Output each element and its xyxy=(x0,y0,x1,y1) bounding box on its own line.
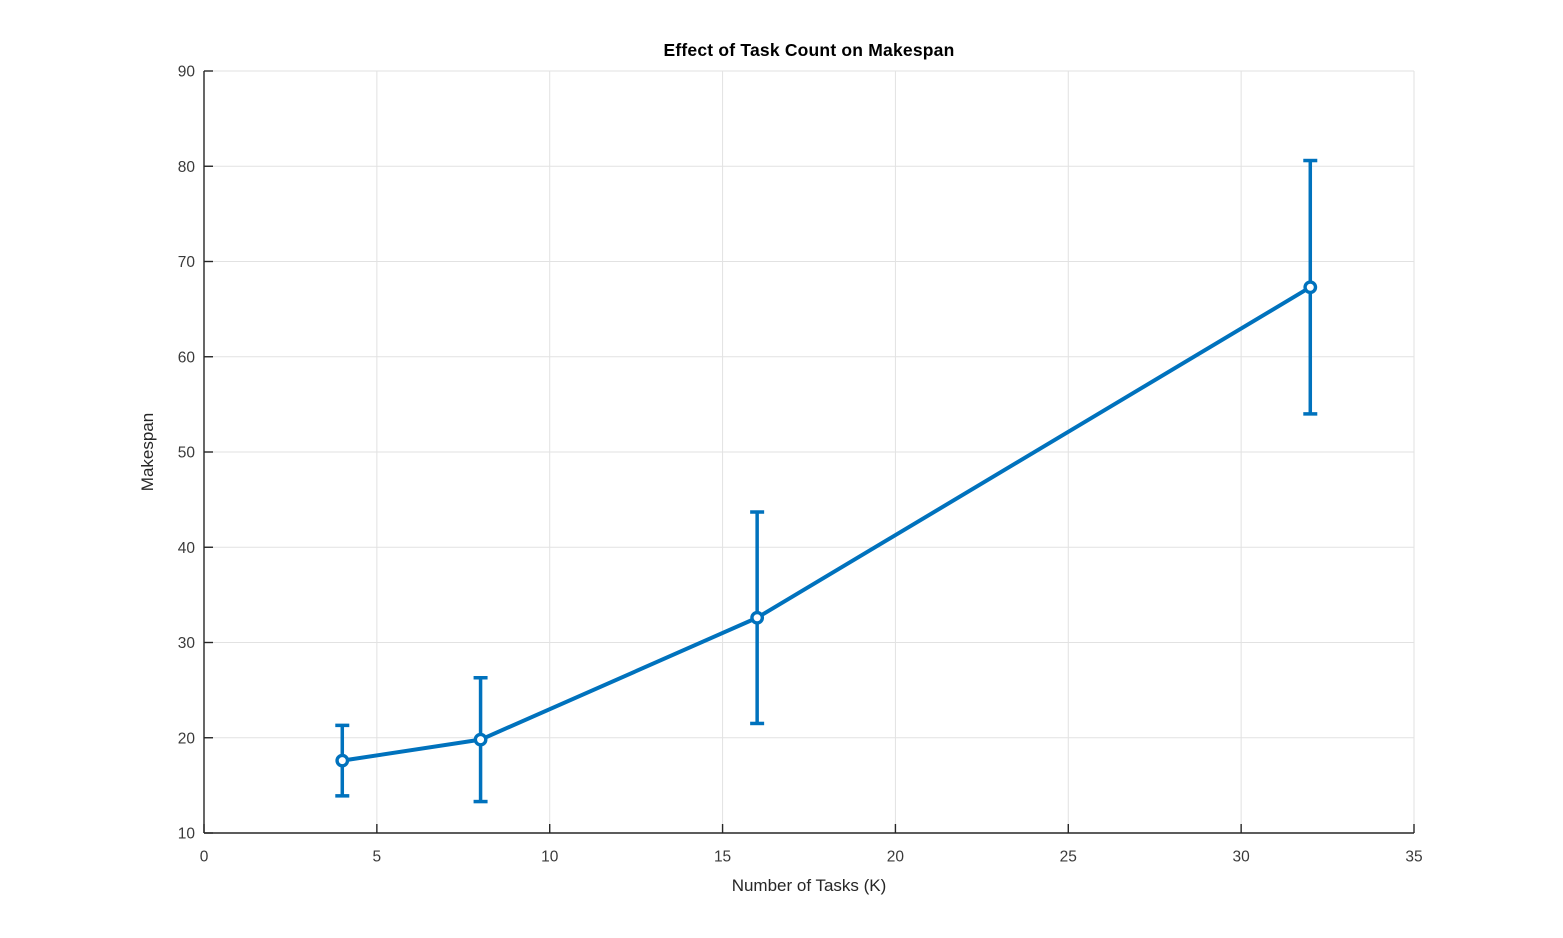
x-tick-label: 5 xyxy=(373,849,382,866)
y-tick-label: 60 xyxy=(178,349,196,366)
x-tick-label: 15 xyxy=(714,849,731,866)
y-tick-label: 40 xyxy=(178,540,196,557)
y-tick-label: 70 xyxy=(178,254,196,271)
y-tick-label: 20 xyxy=(178,730,196,747)
data-point-marker xyxy=(335,753,350,768)
x-tick-label: 0 xyxy=(200,849,209,866)
data-point-marker xyxy=(473,732,488,747)
x-tick-label: 30 xyxy=(1233,849,1251,866)
x-tick-label: 25 xyxy=(1060,849,1077,866)
y-tick-label: 50 xyxy=(178,445,196,462)
x-tick-label: 10 xyxy=(541,849,559,866)
series-line xyxy=(340,285,1313,763)
chart-title: Effect of Task Count on Makespan xyxy=(663,40,955,60)
y-tick-label: 10 xyxy=(178,826,196,843)
x-axis-label: Number of Tasks (K) xyxy=(731,876,887,895)
y-tick-label: 90 xyxy=(178,64,196,81)
data-point-marker xyxy=(750,610,765,625)
y-axis-label: Makespan xyxy=(138,412,157,492)
x-tick-label: 35 xyxy=(1405,849,1422,866)
y-tick-label: 80 xyxy=(178,159,196,176)
x-tick-label: 20 xyxy=(887,849,905,866)
y-tick-label: 30 xyxy=(178,635,196,652)
data-point-marker xyxy=(1303,280,1318,295)
